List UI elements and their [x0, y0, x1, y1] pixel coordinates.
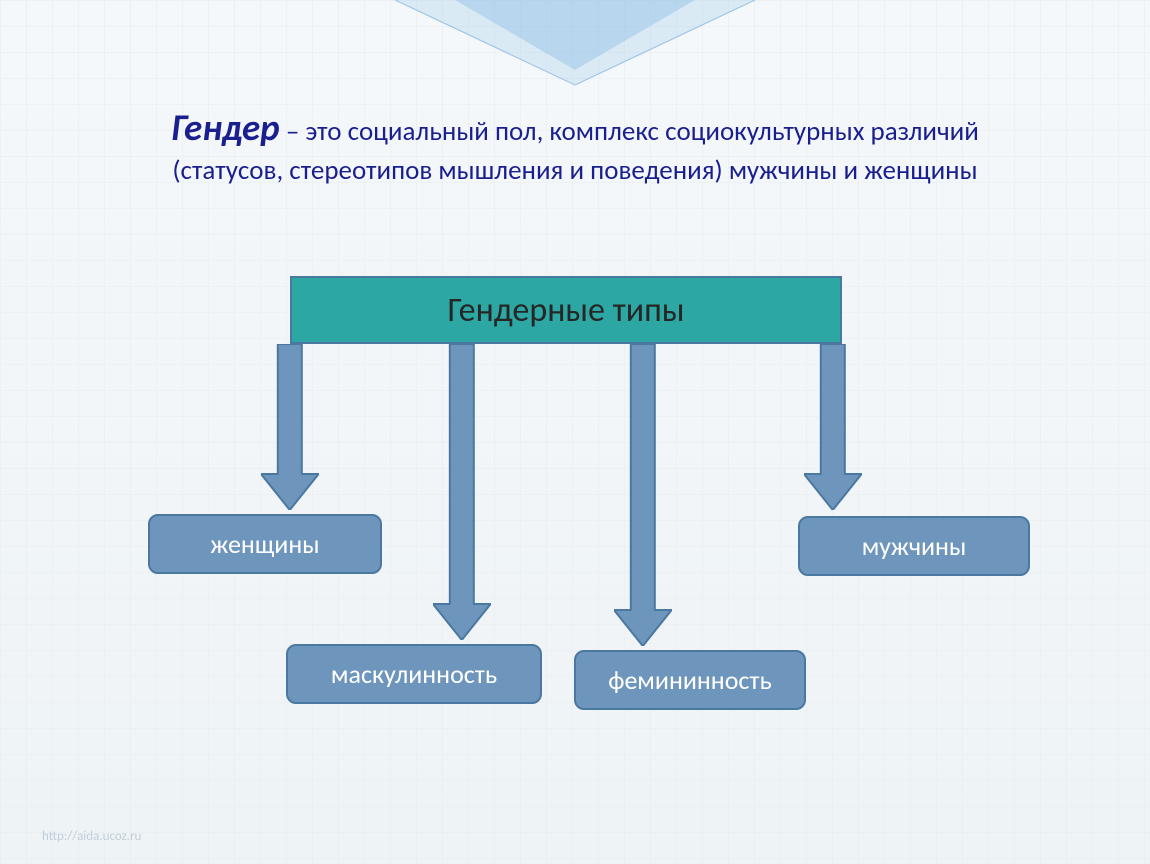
arrow-to-femininity	[614, 344, 672, 646]
leaf-node-women: женщины	[148, 514, 382, 574]
leaf-node-femininity: фемининность	[574, 650, 806, 710]
tree-diagram: Гендерные типы женщины маскулинность фемини…	[0, 0, 1150, 864]
arrow-to-women	[261, 344, 319, 510]
leaf-node-men: мужчины	[798, 516, 1030, 576]
arrow-to-men	[804, 344, 862, 510]
arrow-to-masculinity	[433, 344, 491, 640]
watermark-url: http://aida.ucoz.ru	[42, 829, 141, 844]
root-node: Гендерные типы	[290, 276, 842, 344]
leaf-node-masculinity: маскулинность	[286, 644, 542, 704]
